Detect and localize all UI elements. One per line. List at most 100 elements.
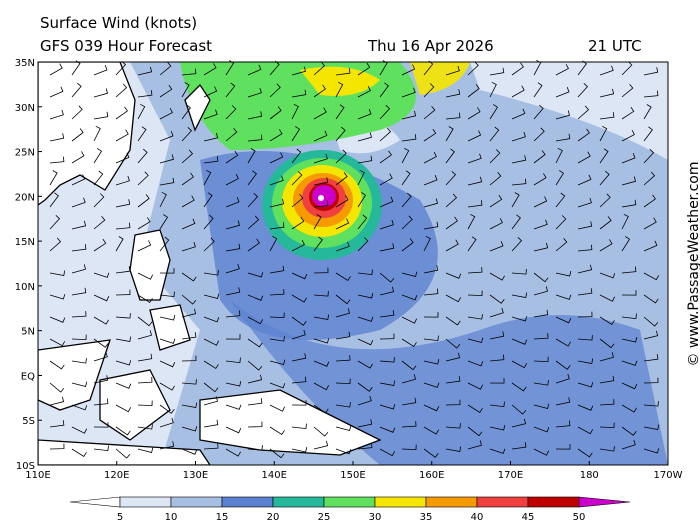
barb bbox=[49, 215, 61, 230]
barb bbox=[181, 426, 198, 432]
barb bbox=[203, 396, 218, 406]
barb bbox=[247, 316, 264, 325]
barb bbox=[247, 294, 264, 301]
barb bbox=[159, 417, 174, 428]
barb bbox=[489, 307, 504, 318]
barb bbox=[49, 396, 65, 406]
barb bbox=[423, 265, 439, 274]
barb bbox=[335, 402, 351, 408]
barb bbox=[93, 88, 108, 98]
barb bbox=[71, 60, 81, 76]
barb bbox=[291, 447, 308, 453]
barb bbox=[401, 444, 417, 451]
barb bbox=[269, 152, 284, 164]
barb bbox=[577, 221, 593, 230]
barb bbox=[379, 310, 395, 318]
credit: © www.PassageWeather.com bbox=[686, 161, 700, 366]
barb bbox=[181, 172, 194, 186]
lat-label: 25N bbox=[15, 148, 35, 159]
barb bbox=[357, 360, 373, 369]
barb bbox=[247, 374, 263, 384]
barb bbox=[401, 316, 418, 324]
barb bbox=[225, 404, 242, 410]
barb bbox=[71, 334, 87, 341]
barb bbox=[599, 88, 615, 98]
barb bbox=[181, 294, 197, 305]
barb bbox=[599, 294, 616, 302]
barb bbox=[313, 314, 330, 320]
barb bbox=[577, 404, 594, 411]
barb bbox=[335, 308, 350, 318]
barb bbox=[159, 382, 175, 391]
barb bbox=[181, 218, 196, 230]
barb bbox=[137, 103, 146, 120]
barb bbox=[423, 235, 431, 252]
barb bbox=[313, 177, 329, 186]
barb bbox=[533, 448, 550, 456]
barb bbox=[379, 196, 394, 208]
barb bbox=[115, 289, 131, 296]
barb bbox=[423, 382, 440, 388]
lon-label: 170W bbox=[654, 470, 683, 481]
barb bbox=[423, 83, 435, 98]
barb bbox=[511, 62, 524, 76]
lon-label: 170E bbox=[498, 470, 523, 481]
barb bbox=[49, 360, 65, 370]
barb bbox=[643, 240, 658, 252]
barb bbox=[181, 402, 198, 408]
barb bbox=[115, 404, 132, 413]
barb bbox=[313, 153, 328, 164]
barb bbox=[467, 440, 482, 450]
lat-label: 10S bbox=[16, 461, 35, 472]
barb bbox=[379, 333, 395, 340]
barb bbox=[621, 360, 638, 366]
barb bbox=[357, 316, 374, 322]
barb bbox=[225, 426, 242, 434]
colorbar-label: 20 bbox=[267, 512, 280, 523]
barb bbox=[115, 266, 131, 274]
barb bbox=[467, 360, 484, 367]
barb bbox=[445, 294, 462, 303]
barb bbox=[71, 151, 85, 164]
barb bbox=[423, 175, 438, 186]
barb bbox=[445, 89, 461, 98]
barb bbox=[291, 376, 307, 384]
barb bbox=[511, 108, 526, 120]
barb bbox=[181, 149, 194, 164]
barb bbox=[423, 312, 439, 318]
barb bbox=[49, 316, 66, 323]
barb bbox=[489, 378, 505, 384]
barb bbox=[137, 148, 148, 164]
barb bbox=[71, 426, 88, 434]
barb bbox=[511, 269, 527, 275]
barb bbox=[357, 419, 373, 428]
title: Surface Wind (knots) bbox=[40, 14, 197, 32]
lon-label: 110E bbox=[25, 470, 50, 481]
barb bbox=[511, 214, 521, 230]
barb bbox=[115, 360, 132, 366]
barb bbox=[335, 68, 351, 76]
barb bbox=[533, 82, 543, 98]
barb bbox=[357, 293, 374, 299]
colorbar-under bbox=[69, 496, 121, 508]
barb bbox=[93, 65, 108, 76]
barb bbox=[467, 236, 477, 252]
barb bbox=[555, 373, 570, 384]
barb bbox=[599, 422, 615, 429]
barb bbox=[247, 360, 263, 371]
colorbar-bin bbox=[374, 496, 427, 508]
barb bbox=[357, 109, 372, 120]
barb bbox=[291, 272, 308, 280]
barb bbox=[247, 238, 260, 252]
barb bbox=[93, 316, 109, 325]
barb bbox=[137, 424, 153, 430]
barb bbox=[445, 193, 458, 208]
barb bbox=[203, 270, 219, 276]
barb bbox=[357, 269, 373, 276]
barb bbox=[313, 214, 322, 230]
barb bbox=[379, 380, 396, 386]
barb bbox=[577, 151, 591, 164]
barb bbox=[269, 265, 285, 274]
barb bbox=[137, 377, 153, 384]
barb bbox=[313, 267, 329, 274]
